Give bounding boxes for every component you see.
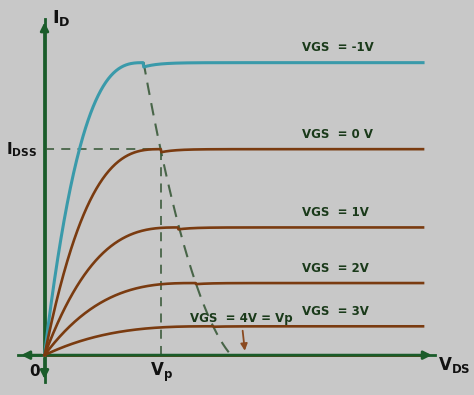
Text: VGS  = 4V = Vp: VGS = 4V = Vp (190, 312, 292, 349)
Text: 0: 0 (29, 364, 40, 379)
Text: VGS  = -1V: VGS = -1V (302, 41, 374, 55)
Text: $\mathbf{I_D}$: $\mathbf{I_D}$ (52, 8, 71, 28)
Text: VGS  = 3V: VGS = 3V (302, 305, 369, 318)
Text: $\mathbf{I_{DSS}}$: $\mathbf{I_{DSS}}$ (6, 140, 37, 158)
Text: $\mathbf{V_{DS}}$: $\mathbf{V_{DS}}$ (438, 356, 470, 375)
Text: VGS  = 2V: VGS = 2V (302, 262, 369, 275)
Text: VGS  = 0 V: VGS = 0 V (302, 128, 373, 141)
Text: $\mathbf{V_p}$: $\mathbf{V_p}$ (149, 361, 173, 384)
Text: VGS  = 1V: VGS = 1V (302, 206, 369, 219)
